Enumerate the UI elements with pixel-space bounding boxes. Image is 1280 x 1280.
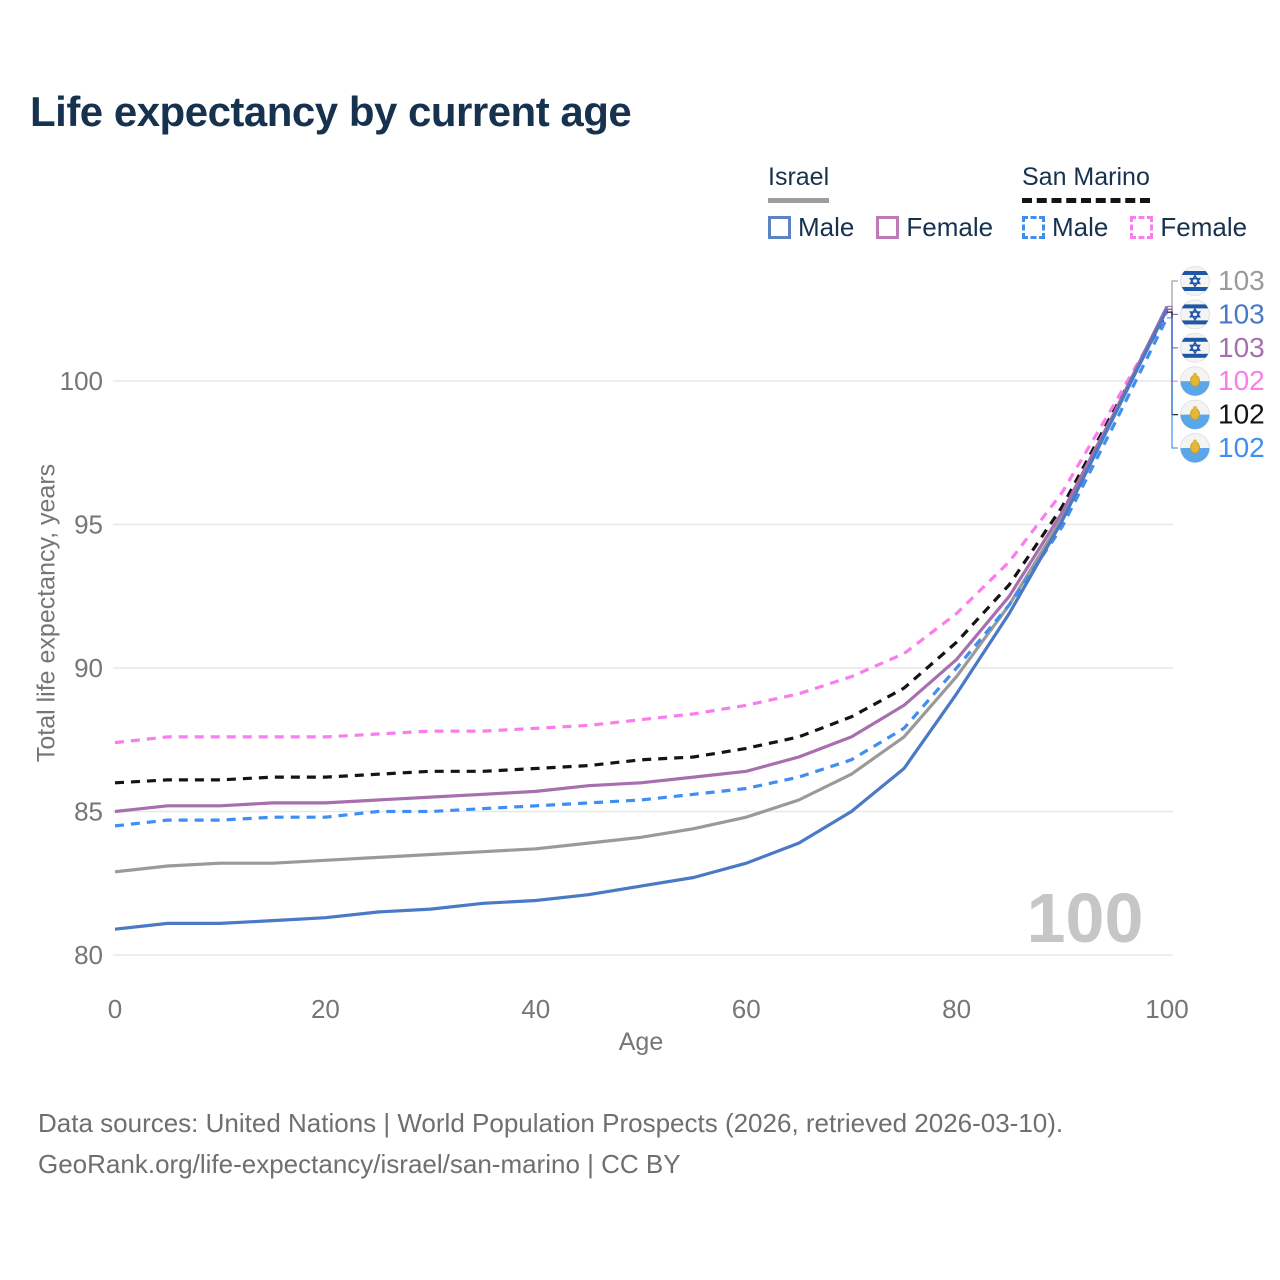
end-value-label-israel-female: 103 — [1218, 332, 1265, 363]
x-tick-label-60: 60 — [732, 994, 761, 1024]
x-axis-title: Age — [618, 1028, 664, 1056]
end-value-label-san-marino-total: 102 — [1218, 399, 1265, 430]
y-tick-label-90: 90 — [74, 653, 103, 683]
y-tick-label-100: 100 — [60, 366, 103, 396]
san-marino-female-swatch-icon — [1130, 216, 1154, 239]
legend-row-israel: Male Female — [768, 212, 1015, 243]
y-tick-label-95: 95 — [74, 510, 103, 540]
end-value-label-israel-total: 103 — [1218, 265, 1265, 296]
series-line-san-marino-female — [114, 311, 1169, 745]
x-tick-label-20: 20 — [311, 994, 340, 1024]
series-line-san-marino-total — [114, 311, 1169, 785]
san-marino-flag-icon — [1180, 433, 1210, 463]
san-marino-flag-icon — [1180, 366, 1210, 397]
end-value-label-israel-male: 103 — [1218, 298, 1265, 329]
age-counter-watermark: 100 — [1026, 879, 1144, 957]
end-label-connector-san-marino-male — [1167, 317, 1178, 449]
series-line-israel-total — [114, 308, 1169, 874]
legend-item-israel-male[interactable]: Male — [768, 212, 854, 243]
end-value-label-san-marino-female: 102 — [1218, 365, 1265, 396]
legend-group-san-marino: San Marino Male Female — [1022, 163, 1269, 243]
legend-label-san-marino-female: Female — [1160, 212, 1248, 242]
x-tick-label-40: 40 — [521, 994, 550, 1024]
end-label-connector-israel-total — [1167, 280, 1178, 310]
y-tick-label-80: 80 — [74, 940, 103, 970]
y-tick-label-85: 85 — [74, 797, 103, 827]
israel-flag-icon — [1180, 332, 1210, 363]
end-value-label-san-marino-male: 102 — [1218, 432, 1265, 463]
legend-label-israel-male: Male — [798, 212, 855, 242]
israel-male-swatch-icon — [768, 216, 791, 239]
x-tick-label-80: 80 — [942, 994, 971, 1024]
footer-data-sources: Data sources: United Nations | World Pop… — [38, 1108, 1064, 1138]
y-axis-title: Total life expectancy, years — [32, 463, 61, 763]
san-marino-flag-icon — [1180, 399, 1210, 430]
legend-item-san-marino-male[interactable]: Male — [1022, 212, 1108, 243]
legend-header-san-marino[interactable]: San Marino — [1022, 163, 1150, 203]
israel-female-swatch-icon — [876, 216, 900, 239]
israel-flag-icon — [1180, 299, 1210, 330]
chart-title: Life expectancy by current age — [30, 88, 632, 135]
legend-header-israel[interactable]: Israel — [768, 163, 830, 203]
series-line-israel-male — [114, 308, 1169, 931]
legend-label-san-marino-male: Male — [1052, 212, 1109, 242]
legend-item-israel-female[interactable]: Female — [876, 212, 993, 243]
x-tick-label-0: 0 — [108, 994, 122, 1024]
israel-flag-icon — [1180, 266, 1210, 296]
series-line-san-marino-male — [114, 317, 1169, 828]
legend-label-israel-female: Female — [906, 212, 994, 242]
legend-item-san-marino-female[interactable]: Female — [1130, 212, 1247, 243]
series-line-israel-female — [114, 305, 1169, 814]
legend-group-israel: Israel Male Female — [768, 163, 1015, 243]
san-marino-male-swatch-icon — [1022, 216, 1045, 239]
x-tick-label-100: 100 — [1145, 994, 1188, 1024]
legend-row-san-marino: Male Female — [1022, 212, 1269, 243]
footer-attribution-link[interactable]: GeoRank.org/life-expectancy/israel/san-m… — [38, 1149, 681, 1179]
